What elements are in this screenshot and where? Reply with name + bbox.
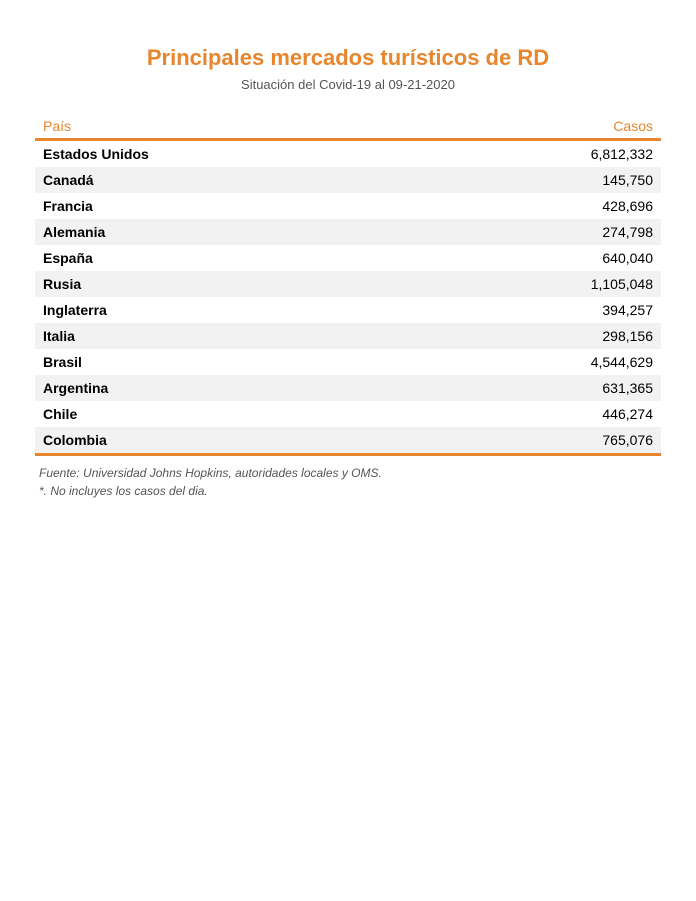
data-table: País Casos Estados Unidos6,812,332Canadá… bbox=[35, 112, 661, 456]
table-row: Colombia765,076 bbox=[35, 427, 661, 455]
table-body: Estados Unidos6,812,332Canadá145,750Fran… bbox=[35, 140, 661, 455]
cell-cases: 1,105,048 bbox=[416, 271, 661, 297]
column-header-country: País bbox=[35, 112, 416, 140]
cell-cases: 145,750 bbox=[416, 167, 661, 193]
cell-country: Brasil bbox=[35, 349, 416, 375]
table-row: Italia298,156 bbox=[35, 323, 661, 349]
page-title: Principales mercados turísticos de RD bbox=[35, 45, 661, 71]
cell-cases: 428,696 bbox=[416, 193, 661, 219]
cell-country: Rusia bbox=[35, 271, 416, 297]
cell-cases: 274,798 bbox=[416, 219, 661, 245]
cell-cases: 4,544,629 bbox=[416, 349, 661, 375]
table-row: Alemania274,798 bbox=[35, 219, 661, 245]
cell-cases: 6,812,332 bbox=[416, 140, 661, 168]
table-header-row: País Casos bbox=[35, 112, 661, 140]
cell-country: Estados Unidos bbox=[35, 140, 416, 168]
cell-country: Argentina bbox=[35, 375, 416, 401]
cell-country: Francia bbox=[35, 193, 416, 219]
cell-country: Canadá bbox=[35, 167, 416, 193]
cell-cases: 631,365 bbox=[416, 375, 661, 401]
column-header-cases: Casos bbox=[416, 112, 661, 140]
table-row: Chile446,274 bbox=[35, 401, 661, 427]
cell-cases: 446,274 bbox=[416, 401, 661, 427]
cell-country: Italia bbox=[35, 323, 416, 349]
table-row: Inglaterra394,257 bbox=[35, 297, 661, 323]
cell-country: Alemania bbox=[35, 219, 416, 245]
table-row: Brasil4,544,629 bbox=[35, 349, 661, 375]
source-text: Fuente: Universidad Johns Hopkins, autor… bbox=[35, 466, 661, 480]
cell-country: Colombia bbox=[35, 427, 416, 455]
cell-cases: 394,257 bbox=[416, 297, 661, 323]
cell-cases: 640,040 bbox=[416, 245, 661, 271]
table-row: Rusia1,105,048 bbox=[35, 271, 661, 297]
note-text: *. No incluyes los casos del dia. bbox=[35, 484, 661, 498]
table-row: Estados Unidos6,812,332 bbox=[35, 140, 661, 168]
cell-cases: 298,156 bbox=[416, 323, 661, 349]
table-row: Argentina631,365 bbox=[35, 375, 661, 401]
table-row: Francia428,696 bbox=[35, 193, 661, 219]
cell-country: Chile bbox=[35, 401, 416, 427]
page-subtitle: Situación del Covid-19 al 09-21-2020 bbox=[35, 77, 661, 92]
cell-cases: 765,076 bbox=[416, 427, 661, 455]
cell-country: Inglaterra bbox=[35, 297, 416, 323]
cell-country: España bbox=[35, 245, 416, 271]
table-row: Canadá145,750 bbox=[35, 167, 661, 193]
table-row: España640,040 bbox=[35, 245, 661, 271]
